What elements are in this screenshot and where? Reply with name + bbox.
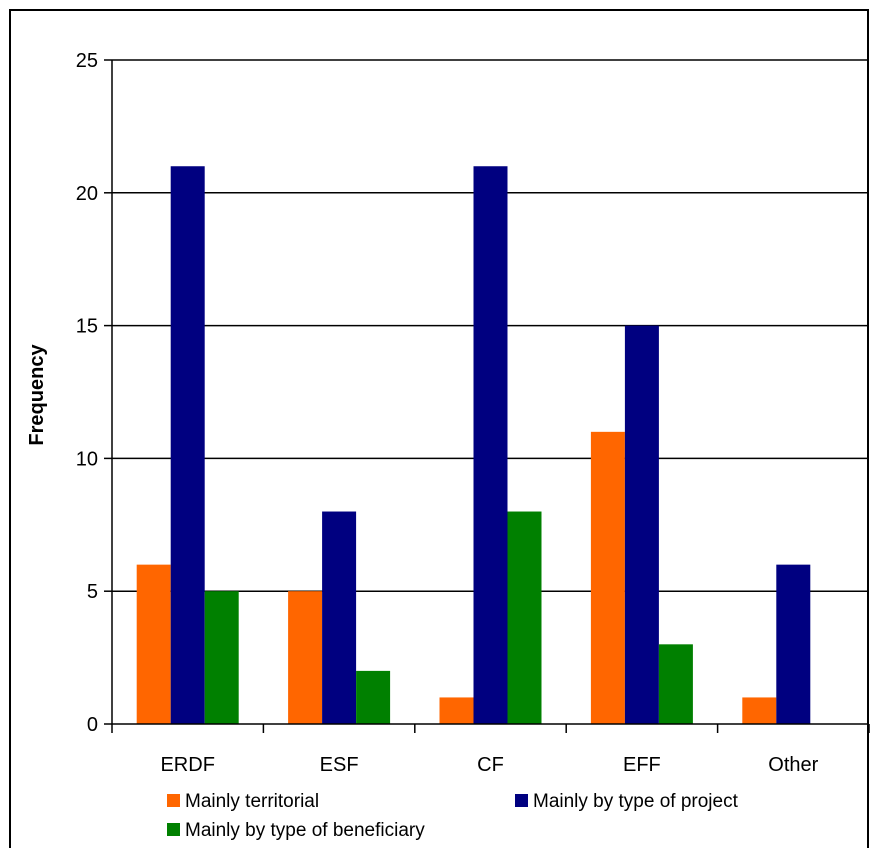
legend-swatch	[167, 794, 180, 807]
y-tick-label: 10	[76, 448, 98, 470]
y-axis-label: Frequency	[26, 344, 48, 446]
bar-mainly-territorial	[742, 697, 777, 724]
y-tick-label: 5	[87, 581, 98, 603]
legend-swatch	[515, 794, 528, 807]
bar-mainly-by-type-of-project	[322, 511, 357, 724]
x-tick-label: Other	[768, 754, 818, 776]
bar-mainly-by-type-of-project	[473, 166, 508, 725]
y-tick-label: 15	[76, 316, 98, 338]
legend: Mainly territorial Mainly by type of proj…	[167, 791, 739, 841]
bar-mainly-territorial	[439, 697, 474, 724]
x-tick-label: EFF	[623, 754, 661, 776]
legend-swatch	[167, 823, 180, 836]
tick-labels: 0 5 10 15 20 25 ERDF ESF CF EFF Other	[76, 50, 819, 776]
legend-label: Mainly territorial	[185, 791, 319, 812]
bar-mainly-by-type-of-beneficiary	[356, 670, 391, 724]
bar-mainly-by-type-of-project	[776, 564, 811, 724]
legend-label: Mainly by type of project	[533, 791, 739, 812]
y-tick-label: 20	[76, 183, 98, 205]
axes	[104, 59, 870, 733]
bars	[136, 166, 811, 725]
x-tick-label: ESF	[320, 754, 359, 776]
bar-mainly-by-type-of-beneficiary	[507, 511, 542, 724]
bar-mainly-by-type-of-project	[624, 325, 659, 724]
bar-mainly-territorial	[590, 431, 625, 724]
x-tick-label: CF	[477, 754, 504, 776]
bar-mainly-territorial	[136, 564, 171, 724]
y-tick-label: 0	[87, 714, 98, 736]
bar-mainly-by-type-of-project	[170, 166, 205, 725]
x-tick-label: ERDF	[160, 754, 214, 776]
legend-label: Mainly by type of beneficiary	[185, 820, 425, 841]
y-tick-label: 25	[76, 50, 98, 72]
bar-mainly-by-type-of-beneficiary	[658, 644, 693, 724]
bar-mainly-by-type-of-beneficiary	[204, 591, 239, 724]
bar-mainly-territorial	[288, 591, 323, 724]
